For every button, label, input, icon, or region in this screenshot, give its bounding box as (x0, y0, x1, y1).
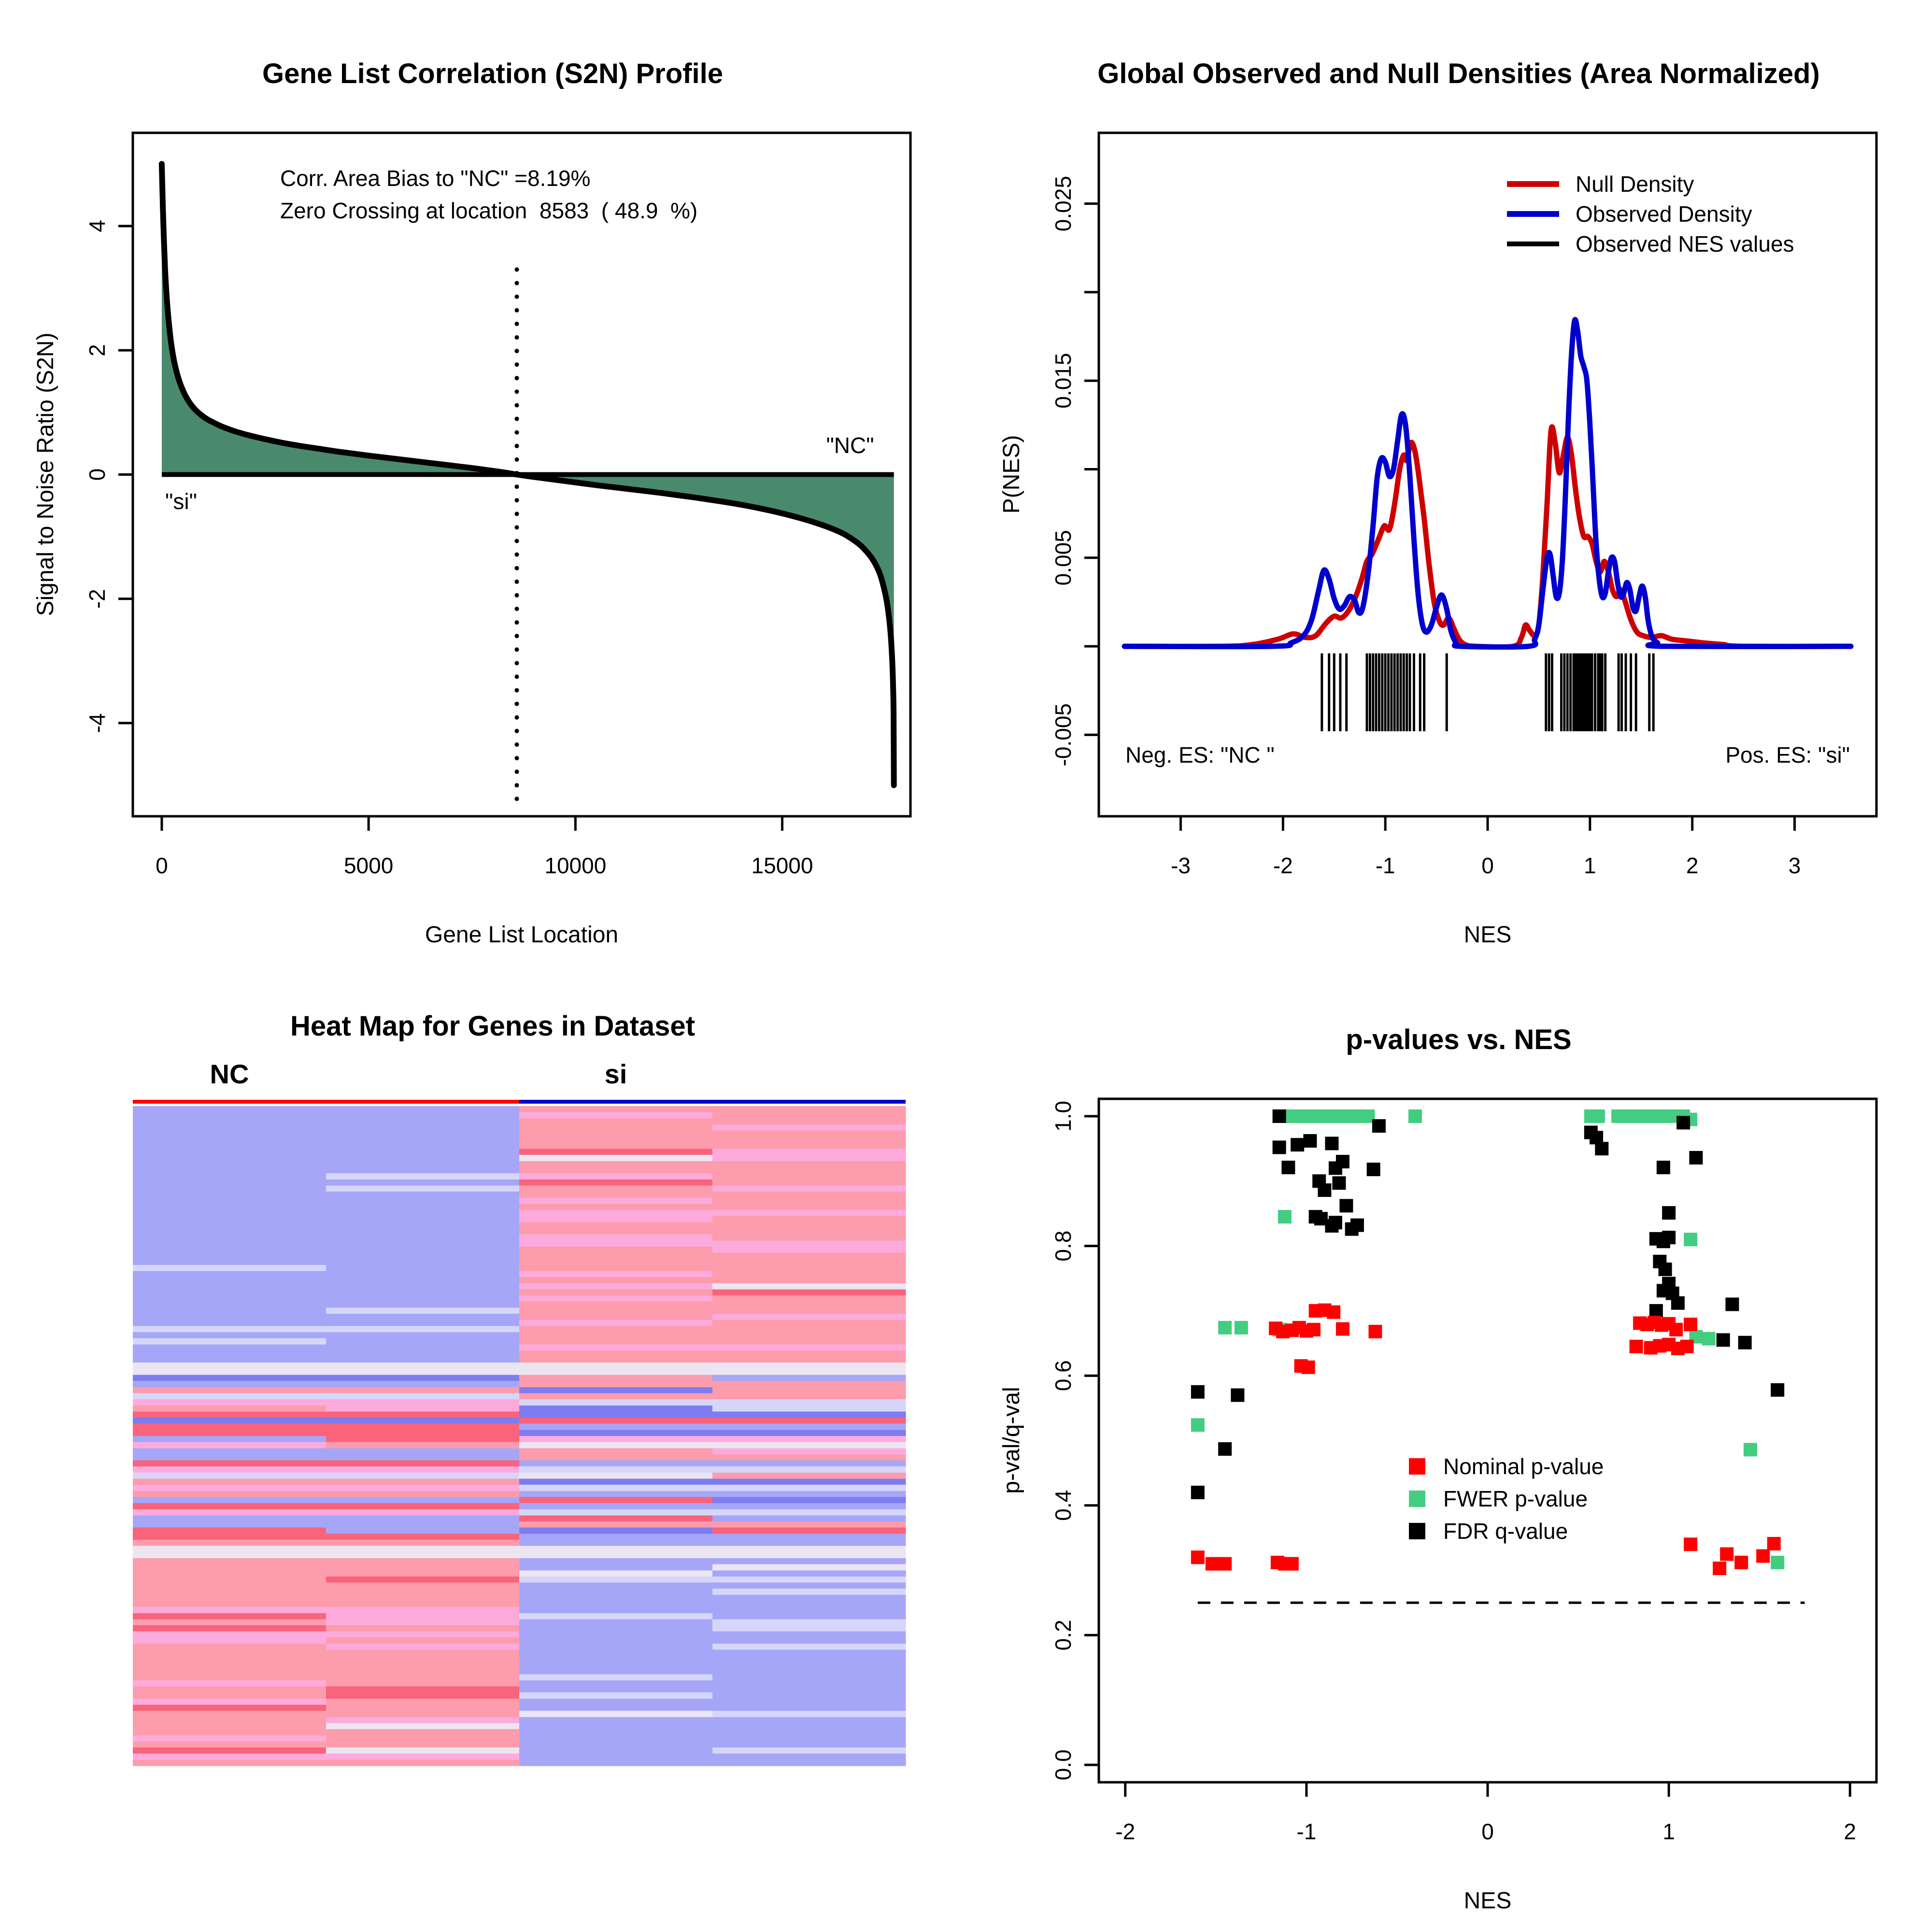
pvalues-plot-svg: Nominal p-value FWER p-value FDR q-value -2… (1051, 1097, 1878, 1844)
svg-text:Null Density: Null Density (1576, 171, 1694, 197)
densities-yaxis-label: P(NES) (999, 435, 1024, 514)
svg-text:0: 0 (1481, 853, 1494, 878)
heatmap-title: Heat Map for Genes in Dataset (290, 1010, 695, 1042)
svg-text:FWER p-value: FWER p-value (1443, 1486, 1588, 1511)
svg-text:0: 0 (85, 469, 110, 481)
svg-text:0.005: 0.005 (1051, 530, 1076, 585)
svg-text:FDR q-value: FDR q-value (1443, 1519, 1568, 1544)
svg-text:-4: -4 (85, 713, 110, 733)
svg-text:0.2: 0.2 (1051, 1619, 1076, 1650)
svg-text:10000: 10000 (544, 853, 606, 878)
s2n-yaxis-label: Signal to Noise Ratio (S2N) (33, 332, 58, 616)
heatmap-plot-svg (133, 1100, 906, 1766)
densities-neg-es-label: Neg. ES: "NC " (1125, 742, 1275, 767)
s2n-annotation-zero-crossing: Zero Crossing at location 8583 ( 48.9 %) (280, 198, 698, 223)
svg-text:-1: -1 (1296, 1819, 1316, 1844)
svg-text:Observed Density: Observed Density (1576, 201, 1752, 227)
svg-text:0.025: 0.025 (1051, 176, 1076, 231)
panel-heatmap: Heat Map for Genes in Dataset NC si (0, 966, 966, 1932)
svg-text:Observed NES values: Observed NES values (1576, 231, 1794, 256)
heatmap-group-label-si: si (604, 1059, 627, 1089)
svg-text:-3: -3 (1171, 853, 1191, 878)
densities-xaxis-label: NES (1463, 922, 1512, 948)
svg-text:2: 2 (1686, 853, 1699, 878)
pvalues-yaxis-label: p-val/q-val (999, 1387, 1024, 1494)
svg-text:2: 2 (85, 344, 110, 356)
svg-text:0.4: 0.4 (1051, 1490, 1076, 1521)
s2n-title: Gene List Correlation (S2N) Profile (262, 58, 723, 89)
svg-text:0.0: 0.0 (1051, 1749, 1076, 1780)
svg-text:-2: -2 (85, 589, 110, 609)
svg-text:1.0: 1.0 (1051, 1101, 1076, 1132)
svg-text:-0.005: -0.005 (1051, 703, 1076, 766)
panel-pvalues-vs-nes: Nominal p-value FWER p-value FDR q-value -2… (966, 966, 1932, 1932)
svg-text:Nominal p-value: Nominal p-value (1443, 1454, 1604, 1479)
svg-text:4: 4 (85, 220, 110, 232)
s2n-plot-svg: 0 5000 10000 15000 -4 -2 0 2 4 (85, 131, 912, 878)
heatmap-group-label-nc: NC (210, 1059, 249, 1089)
svg-text:0.6: 0.6 (1051, 1360, 1076, 1391)
densities-title: Global Observed and Null Densities (Area… (1097, 58, 1820, 89)
densities-plot-svg: Null Density Observed Density Observed NES… (1051, 131, 1878, 878)
svg-text:5000: 5000 (344, 853, 393, 878)
svg-text:1: 1 (1662, 1819, 1675, 1844)
svg-text:0.015: 0.015 (1051, 353, 1076, 409)
densities-pos-es-label: Pos. ES: "si" (1725, 742, 1850, 767)
svg-text:15000: 15000 (752, 853, 813, 878)
svg-text:0: 0 (1481, 1819, 1494, 1844)
pvalues-xaxis-label: NES (1463, 1888, 1512, 1914)
svg-text:1: 1 (1584, 853, 1596, 878)
s2n-xaxis-label: Gene List Location (425, 922, 619, 948)
panel-s2n-profile: 0 5000 10000 15000 -4 -2 0 2 4 Gene List Correla… (0, 0, 966, 966)
svg-text:2: 2 (1844, 1819, 1856, 1844)
svg-text:3: 3 (1789, 853, 1801, 878)
panel-global-densities: Null Density Observed Density Observed NES… (966, 0, 1932, 966)
s2n-annotation-corr-bias: Corr. Area Bias to "NC" =8.19% (280, 166, 591, 191)
pvalues-title: p-values vs. NES (1346, 1024, 1572, 1055)
svg-text:-2: -2 (1115, 1819, 1135, 1844)
svg-text:-1: -1 (1376, 853, 1395, 878)
svg-text:0.8: 0.8 (1051, 1231, 1076, 1262)
s2n-label-si: "si" (165, 489, 197, 514)
svg-text:-2: -2 (1273, 853, 1293, 878)
svg-text:0: 0 (156, 853, 168, 878)
s2n-label-nc: "NC" (826, 433, 874, 458)
